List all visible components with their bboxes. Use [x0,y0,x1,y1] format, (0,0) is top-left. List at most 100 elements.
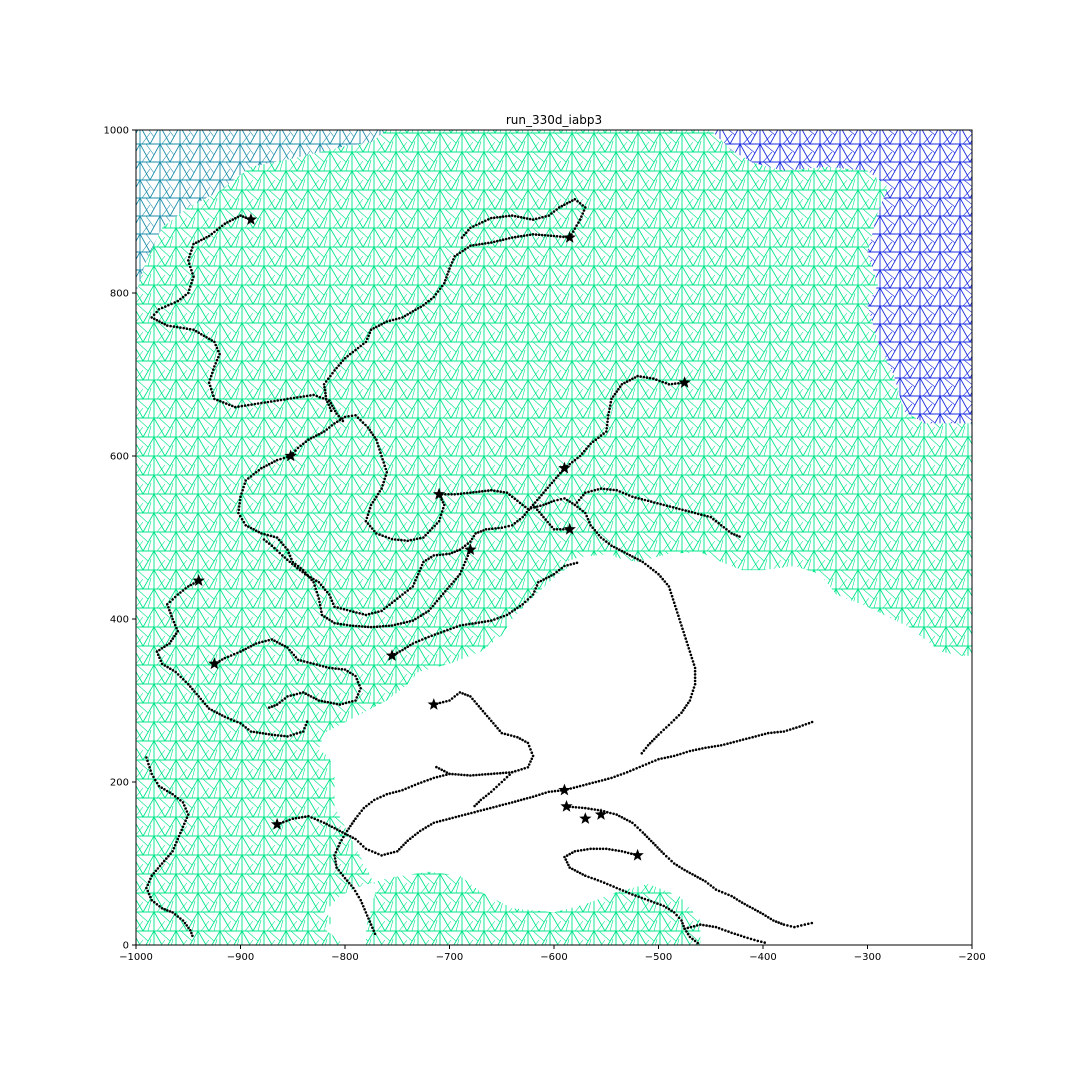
trajectory-point [503,778,506,781]
trajectory-point [552,528,556,531]
trajectory-point [427,635,430,639]
trajectory-point [279,457,282,461]
trajectory-point [675,913,678,917]
trajectory-point [362,806,366,810]
trajectory-point [366,522,370,525]
trajectory-point [419,566,423,570]
trajectory-point [303,726,306,730]
trajectory-point [424,533,427,537]
trajectory-point [579,849,583,852]
trajectory-point [226,655,230,659]
trajectory-point [550,790,554,793]
trajectory-point [457,814,461,818]
trajectory-point [631,821,634,825]
trajectory-point [590,807,593,811]
trajectory-point [371,926,374,929]
trajectory-point [384,624,388,628]
trajectory-point [429,297,433,301]
trajectory-point [403,314,407,318]
trajectory-point [275,536,279,539]
trajectory-point [272,535,276,538]
trajectory-point [684,509,687,512]
trajectory-point [739,934,743,938]
trajectory-point [571,230,575,233]
trajectory-point [593,808,597,811]
trajectory-point [446,628,449,632]
trajectory-point [499,771,502,775]
trajectory-point [345,829,349,833]
trajectory-point [679,752,682,756]
trajectory-point [616,774,619,777]
trajectory-point [555,570,558,574]
trajectory-point [544,577,548,580]
trajectory-point [606,417,610,420]
trajectory-point [773,731,776,734]
trajectory-point [757,734,761,737]
trajectory-point [705,924,708,927]
trajectory-point [546,520,549,524]
trajectory-point [241,215,245,218]
trajectory-point [257,469,261,472]
trajectory-point [782,730,786,733]
trajectory-point [482,808,486,811]
trajectory-point [341,831,344,834]
trajectory-point [273,546,276,550]
trajectory-point [585,783,588,786]
trajectory-point [520,768,523,771]
trajectory-point [501,771,505,775]
trajectory-point [409,643,412,647]
trajectory-point [615,390,618,393]
trajectory-point [469,695,472,698]
trajectory-point [507,801,511,805]
trajectory-point [273,399,276,403]
trajectory-point [679,621,682,624]
trajectory-point [216,398,219,402]
trajectory-point [573,869,577,872]
trajectory-point [348,352,352,356]
trajectory-point [447,493,450,496]
trajectory-point [766,916,770,919]
trajectory-point [709,884,713,887]
trajectory-point [437,767,441,770]
trajectory-point [691,873,694,876]
trajectory-point [407,786,411,789]
trajectory-point [525,234,529,237]
trajectory-point [420,781,423,784]
trajectory-point [587,490,590,494]
trajectory-point [475,802,479,806]
trajectory-point [343,876,347,880]
trajectory-point [267,462,271,466]
trajectory-point [445,552,448,556]
trajectory-point [581,873,584,876]
trajectory-point [685,870,689,873]
trajectory-point [319,583,323,587]
trajectory-point [202,237,206,240]
trajectory-point [577,806,581,809]
trajectory-point [163,664,167,667]
trajectory-point [701,747,704,750]
trajectory-point [676,753,679,757]
trajectory-point [218,659,221,663]
trajectory-point [559,528,562,531]
trajectory-point [376,441,379,445]
trajectory-point [649,900,653,903]
trajectory-point [335,702,339,706]
trajectory-point [385,792,389,796]
trajectory-point [286,735,289,738]
buoy-star-marker [560,800,573,812]
trajectory-point [215,711,219,714]
trajectory-point [387,536,391,540]
trajectory-point [456,253,459,256]
trajectory-point [513,800,517,803]
trajectory-point [278,642,282,645]
x-tick-label: −300 [854,952,881,963]
trajectory-point [282,456,286,460]
trajectory-point [591,526,594,529]
trajectory-point [175,325,179,329]
trajectory-point [699,923,702,926]
trajectory-point [270,705,274,708]
trajectory-point [465,557,468,561]
trajectory-point [414,640,418,644]
trajectory-point [496,239,499,243]
trajectory-point [559,235,562,238]
